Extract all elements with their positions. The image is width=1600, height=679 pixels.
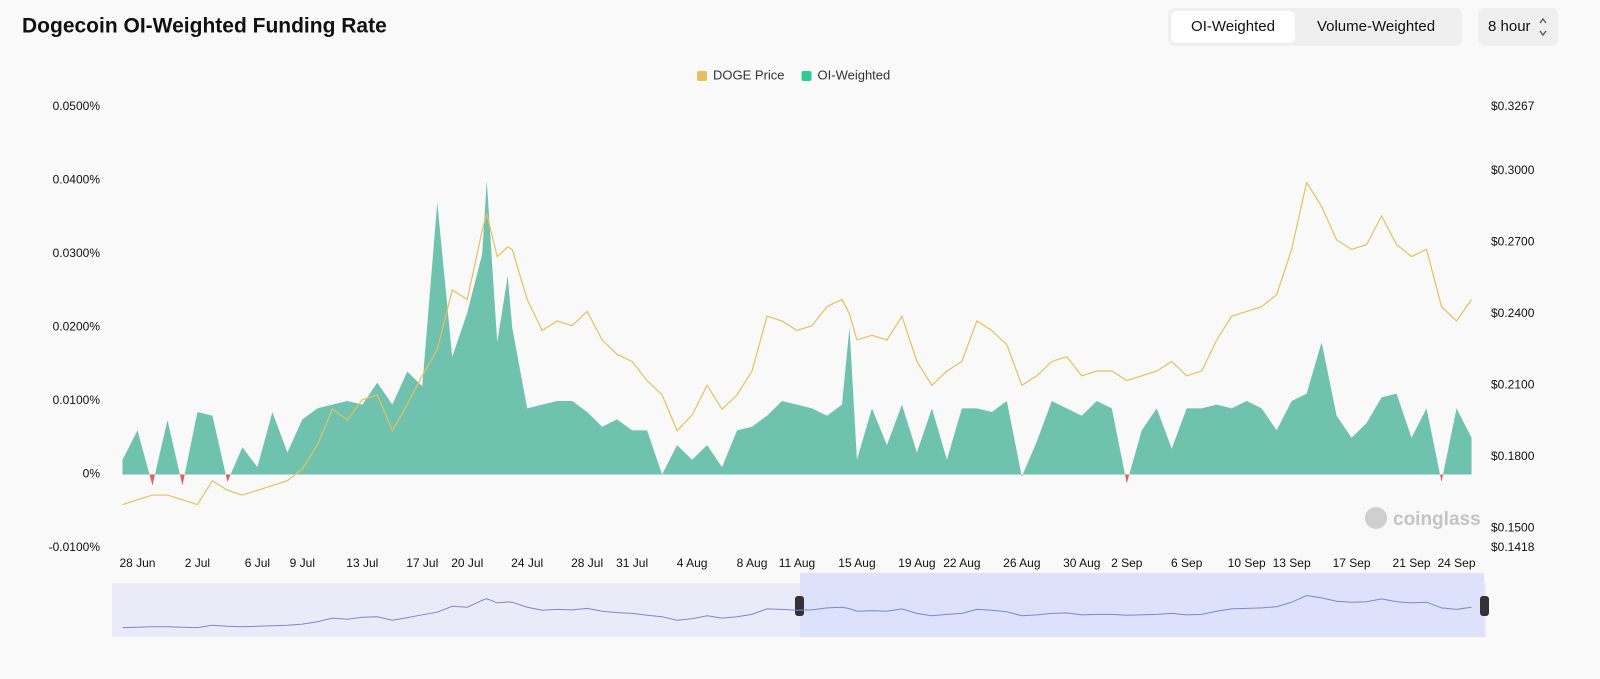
legend-label: OI-Weighted <box>818 67 891 82</box>
legend-swatch <box>697 71 707 81</box>
navigator-line <box>122 595 1472 629</box>
y-tick-label: 0% <box>83 467 101 481</box>
x-tick-label: 28 Jul <box>571 556 603 570</box>
x-tick-label: 20 Jul <box>451 556 483 570</box>
y2-tick-label: $0.2100 <box>1491 378 1535 392</box>
y-tick-label: 0.0400% <box>53 173 101 187</box>
funding-area <box>122 180 1472 486</box>
x-tick-label: 6 Jul <box>245 556 270 570</box>
y2-tick-label: $0.3267 <box>1491 99 1535 113</box>
x-tick-label: 9 Jul <box>290 556 315 570</box>
x-tick-label: 13 Jul <box>346 556 378 570</box>
navigator-selection[interactable] <box>800 573 1484 637</box>
x-tick-label: 24 Sep <box>1437 556 1475 570</box>
x-tick-label: 22 Aug <box>943 556 980 570</box>
y-tick-label: -0.0100% <box>49 540 101 554</box>
x-tick-label: 21 Sep <box>1393 556 1431 570</box>
x-tick-label: 15 Aug <box>838 556 875 570</box>
x-tick-label: 26 Aug <box>1003 556 1040 570</box>
x-tick-label: 30 Aug <box>1063 556 1100 570</box>
y-tick-label: 0.0200% <box>53 320 101 334</box>
x-tick-label: 11 Aug <box>779 556 815 570</box>
y2-tick-label: $0.1500 <box>1491 521 1535 535</box>
x-tick-label: 2 Jul <box>185 556 210 570</box>
select-arrows <box>1539 17 1547 37</box>
tab[interactable]: Volume-Weighted <box>1317 18 1435 35</box>
x-tick-label: 2 Sep <box>1111 556 1143 570</box>
x-tick-label: 4 Aug <box>677 556 708 570</box>
x-tick-label: 28 Jun <box>119 556 155 570</box>
y2-tick-label: $0.3000 <box>1491 163 1535 177</box>
x-tick-label: 13 Sep <box>1273 556 1311 570</box>
interval-select[interactable] <box>1478 8 1558 46</box>
tab-active-bg <box>1171 11 1295 43</box>
chart-title: Dogecoin OI-Weighted Funding Rate <box>22 15 387 38</box>
y2-tick-label: $0.1418 <box>1491 540 1535 554</box>
navigator-handle[interactable] <box>1480 596 1489 616</box>
x-tick-label: 8 Aug <box>737 556 768 570</box>
watermark-logo <box>1365 507 1387 529</box>
y-tick-label: 0.0300% <box>53 246 101 260</box>
legend-label: DOGE Price <box>713 67 785 82</box>
x-tick-label: 31 Jul <box>616 556 648 570</box>
legend-swatch <box>801 71 812 81</box>
price-line <box>122 181 1473 506</box>
x-tick-label: 6 Sep <box>1171 556 1203 570</box>
tab[interactable]: OI-Weighted <box>1191 18 1275 35</box>
y2-tick-label: $0.2400 <box>1491 306 1535 320</box>
navigator-handle[interactable] <box>795 596 804 616</box>
watermark: coinglass <box>1365 507 1481 530</box>
interval-label[interactable]: 8 hour <box>1488 18 1531 35</box>
x-tick-label: 10 Sep <box>1228 556 1266 570</box>
x-tick-label: 17 Jul <box>406 556 438 570</box>
watermark-text: coinglass <box>1393 509 1481 530</box>
y2-tick-label: $0.2700 <box>1491 234 1535 248</box>
y-tick-label: 0.0500% <box>53 99 101 113</box>
y-tick-label: 0.0100% <box>53 393 101 407</box>
x-tick-label: 24 Jul <box>511 556 543 570</box>
x-tick-label: 19 Aug <box>898 556 935 570</box>
x-tick-label: 17 Sep <box>1333 556 1371 570</box>
y2-tick-label: $0.1800 <box>1491 449 1535 463</box>
